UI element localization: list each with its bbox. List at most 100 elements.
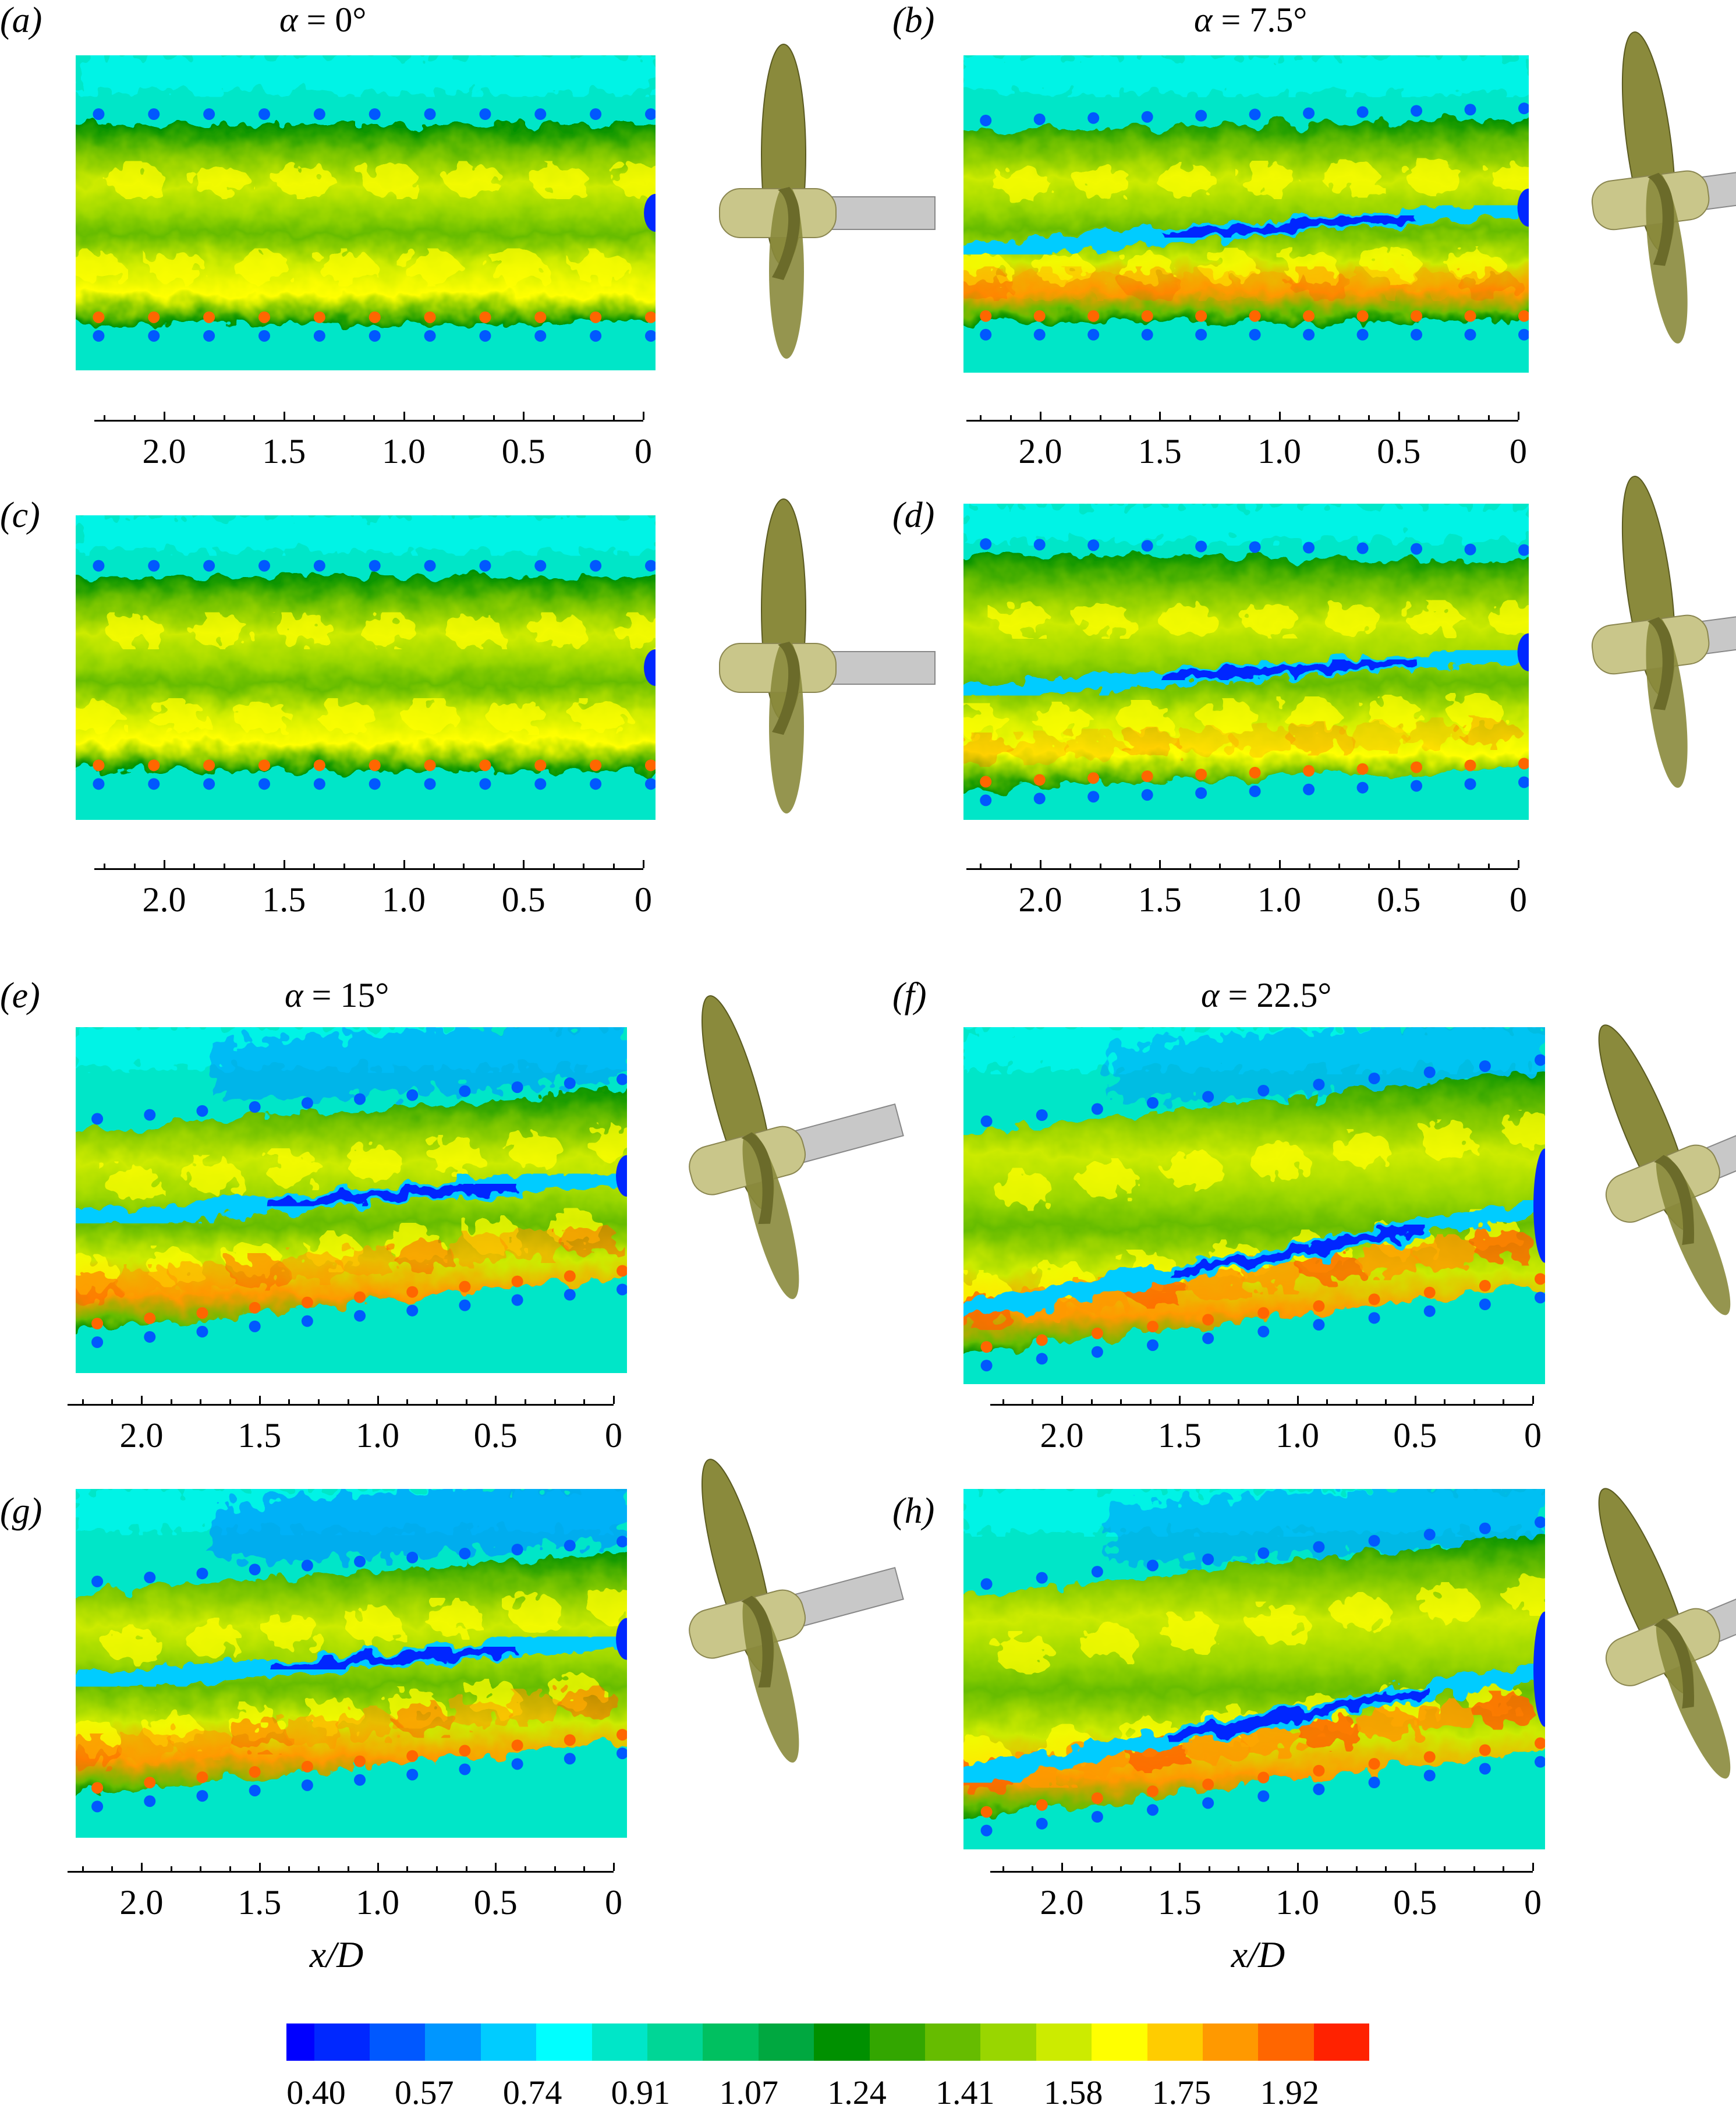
high-velocity-patch: [233, 252, 292, 284]
tip-vortex-top: [1202, 1091, 1214, 1103]
tip-vortex-peak: [479, 759, 491, 772]
panel-label: (g): [0, 1491, 42, 1531]
x-tick: [980, 864, 982, 868]
propeller-icon: [1591, 476, 1736, 788]
tip-vortex-bottom: [369, 330, 381, 342]
tip-vortex-top: [93, 108, 105, 121]
tip-vortex-peak: [1257, 1307, 1270, 1319]
high-velocity-patch: [105, 1165, 160, 1200]
peak-velocity-patch: [1298, 1251, 1362, 1284]
tip-vortex-bottom: [258, 778, 270, 790]
tip-vortex-bottom: [203, 330, 215, 342]
x-tick: [1296, 1863, 1299, 1871]
tip-vortex-top: [479, 560, 491, 572]
x-tick-label: 1.5: [238, 1883, 282, 1922]
tip-vortex-top: [617, 1073, 627, 1085]
tip-vortex-top: [424, 560, 436, 572]
x-tick: [1532, 1396, 1534, 1404]
peak-velocity-patch: [1005, 733, 1068, 762]
high-velocity-patch: [427, 1601, 482, 1636]
tip-vortex-top: [1518, 102, 1529, 115]
low-velocity-region: [1108, 1489, 1545, 1563]
panel-label: (d): [892, 496, 935, 535]
x-tick-label: 2.0: [1018, 432, 1062, 470]
colorbar-label: 1.24: [827, 2074, 887, 2111]
contour-field: [76, 55, 656, 370]
high-velocity-patch: [614, 164, 656, 196]
tip-vortex-top: [369, 560, 381, 572]
peak-velocity-patch: [282, 1714, 343, 1746]
tip-vortex-peak: [1356, 310, 1369, 322]
tip-vortex-peak: [258, 311, 270, 323]
peak-velocity-patch: [227, 1256, 288, 1287]
peak-velocity-patch: [76, 1736, 123, 1768]
x-tick: [1099, 864, 1101, 868]
x-tick: [253, 864, 256, 868]
tip-vortex-bottom: [148, 778, 160, 790]
high-velocity-patch: [445, 164, 504, 196]
tip-vortex-top: [534, 560, 547, 572]
low-velocity-region: [213, 1489, 627, 1561]
x-tick: [524, 1399, 526, 1404]
panel-title: α = 7.5°: [1194, 0, 1307, 40]
x-tick: [1149, 1866, 1152, 1871]
tip-vortex-peak: [479, 311, 491, 323]
colorbar-bin: [1258, 2023, 1314, 2061]
tip-vortex-bottom: [980, 328, 992, 341]
tip-vortex-peak: [1368, 1758, 1380, 1770]
tip-vortex-bottom: [1356, 781, 1369, 794]
x-tick: [1090, 1399, 1093, 1404]
peak-velocity-patch: [337, 1245, 398, 1276]
tip-vortex-peak: [1195, 310, 1207, 322]
high-velocity-patch: [487, 701, 545, 732]
hub-low-velocity: [644, 649, 656, 686]
x-tick: [141, 1863, 143, 1871]
high-velocity-patch: [265, 1152, 321, 1187]
x-tick: [1099, 415, 1101, 420]
x-axis-line: [966, 868, 1518, 870]
x-tick-label: 0.5: [473, 1883, 518, 1922]
tip-vortex-peak: [980, 310, 992, 322]
tip-vortex-peak: [590, 311, 602, 323]
tip-vortex-bottom: [459, 1299, 471, 1311]
x-tick-label: 1.5: [1157, 1416, 1202, 1455]
tip-vortex-bottom: [93, 778, 105, 790]
peak-velocity-patch: [392, 1703, 454, 1735]
propeller-blade: [1647, 172, 1674, 266]
x-tick: [1503, 1399, 1505, 1404]
peak-velocity-patch: [172, 1261, 233, 1293]
peak-velocity-patch: [1175, 269, 1238, 298]
x-tick: [1308, 864, 1310, 868]
x-tick: [406, 1399, 409, 1404]
x-tick: [1159, 412, 1161, 420]
tip-vortex-peak: [1479, 1744, 1491, 1756]
tip-vortex-bottom: [301, 1315, 313, 1327]
x-tick-label: 1.5: [1157, 1883, 1202, 1922]
wake-region: [76, 125, 656, 323]
high-velocity-patch: [1504, 1113, 1545, 1149]
tip-vortex-peak: [534, 759, 547, 772]
x-tick: [493, 415, 495, 420]
x-tick: [465, 1866, 467, 1871]
x-tick: [1444, 1866, 1446, 1871]
tip-vortex-bottom: [1033, 328, 1046, 341]
tip-vortex-bottom: [203, 778, 215, 790]
x-tick: [1032, 1866, 1034, 1871]
x-tick: [1002, 1399, 1004, 1404]
x-tick: [1473, 1399, 1475, 1404]
x-tick: [82, 1399, 84, 1404]
peak-velocity-patch: [1119, 269, 1181, 298]
high-velocity-patch: [1334, 1133, 1393, 1169]
tip-vortex-peak: [1479, 1280, 1491, 1292]
x-tick: [1090, 1866, 1093, 1871]
colorbar-bin: [480, 2023, 537, 2061]
tip-vortex-top: [1257, 1084, 1270, 1096]
contour-field: [76, 515, 656, 820]
x-tick: [193, 415, 196, 420]
tip-vortex-bottom: [980, 794, 992, 806]
x-tick: [495, 1863, 497, 1871]
x-tick-label: 1.0: [1257, 880, 1301, 919]
x-tick: [82, 1866, 84, 1871]
propeller-blade: [1647, 617, 1674, 710]
tip-vortex-bottom: [1518, 328, 1529, 341]
